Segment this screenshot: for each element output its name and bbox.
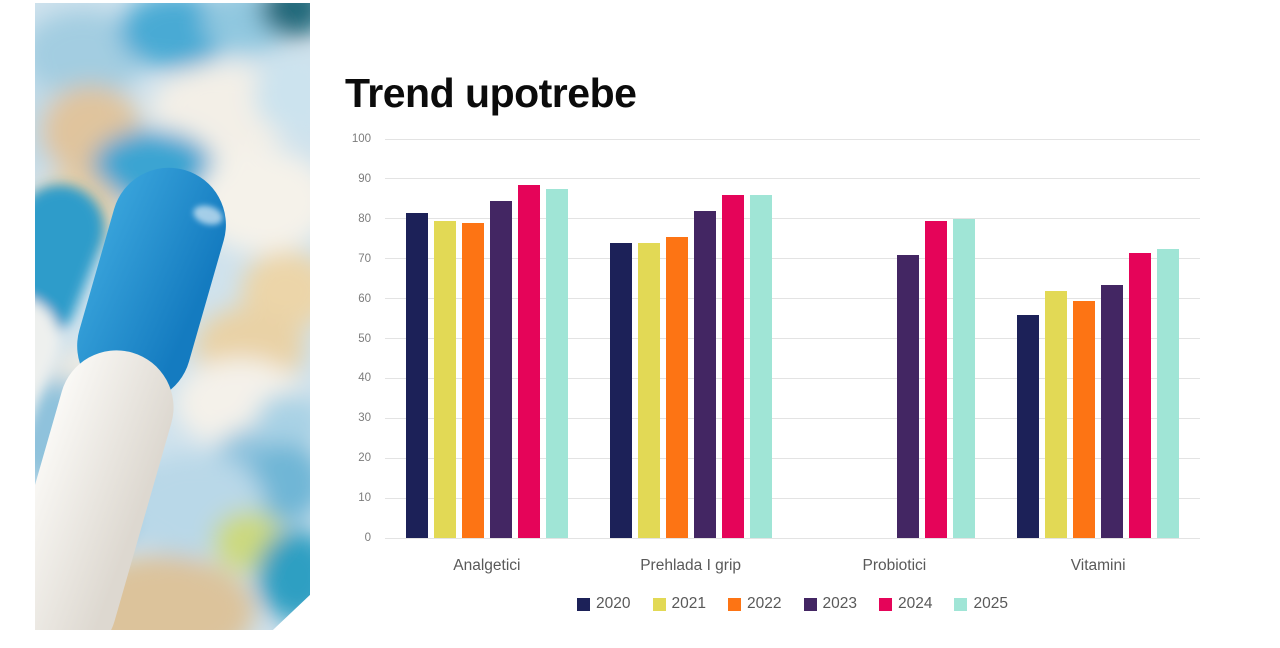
y-tick-label: 90 (358, 172, 371, 185)
legend-label: 2025 (973, 595, 1008, 612)
bar-2024-prehlada-i-grip (721, 194, 744, 538)
category-label: Probiotici (862, 557, 927, 574)
pills-photo (35, 3, 310, 630)
legend-item-2025: 2025 (954, 595, 1008, 613)
gridline-0 (385, 537, 1200, 539)
gridline-10 (385, 497, 1200, 499)
bar-chart: 0 10 20 30 40 50 60 70 80 90 100 Analgetici Prehlad… (352, 133, 1200, 613)
bar-2021-analgetici (433, 220, 456, 538)
bar-2023-analgetici (489, 200, 512, 538)
bar-2020-analgetici (405, 212, 428, 538)
bar-2025-prehlada-i-grip (749, 194, 772, 538)
legend-label: 2023 (822, 595, 857, 612)
y-tick-label: 80 (358, 212, 371, 225)
gridline-30 (385, 417, 1200, 419)
bar-2022-analgetici (461, 222, 484, 538)
plot-area: 0 10 20 30 40 50 60 70 80 90 100 (352, 133, 1200, 544)
bar-2021-prehlada-i-grip (637, 242, 660, 538)
legend-label: 2020 (596, 595, 631, 612)
y-tick-label: 60 (358, 292, 371, 305)
y-tick-label: 40 (358, 372, 371, 385)
category-label: Analgetici (453, 557, 521, 574)
category-axis: Analgetici Prehlada I grip Probiotici Vitam… (385, 557, 1200, 575)
legend-label: 2024 (897, 595, 933, 612)
legend-label: 2021 (671, 595, 707, 612)
legend-swatch-2020 (577, 597, 591, 611)
y-tick-label: 50 (358, 332, 371, 345)
bar-2025-vitamini (1157, 248, 1180, 538)
gridline-40 (385, 377, 1200, 379)
bar-group-vitamini (996, 139, 1200, 538)
legend-item-2020: 2020 (577, 595, 631, 613)
bar-2023-prehlada-i-grip (693, 210, 716, 538)
bar-2023-vitamini (1101, 284, 1124, 538)
gridline-50 (385, 338, 1200, 339)
bar-2023-probiotici (897, 254, 920, 538)
bar-group-prehlada-i-grip (589, 139, 793, 538)
legend-swatch-2023 (803, 597, 817, 611)
partial-capsule (35, 184, 105, 488)
y-tick-label: 30 (358, 412, 371, 425)
chart-legend: 2020 2021 2022 2023 2024 2025 (385, 595, 1200, 613)
gridline-70 (385, 258, 1200, 260)
y-tick-label: 20 (358, 452, 371, 465)
gridline-100 (385, 138, 1200, 140)
gridline-90 (385, 178, 1200, 180)
legend-swatch-2021 (652, 597, 666, 611)
bar-2022-vitamini (1073, 300, 1096, 538)
pills-photo-illustration (35, 3, 310, 630)
category-label: Vitamini (1070, 557, 1126, 574)
legend-label: 2022 (747, 595, 782, 612)
bar-2024-analgetici (517, 184, 540, 538)
legend-item-2021: 2021 (652, 595, 707, 613)
bar-2024-probiotici (925, 220, 948, 538)
legend-swatch-2024 (878, 597, 892, 611)
gridline-20 (385, 457, 1200, 459)
gridline-80 (385, 218, 1200, 220)
bar-groups (385, 139, 1200, 538)
y-tick-label: 70 (358, 252, 371, 265)
bar-2020-prehlada-i-grip (609, 242, 632, 538)
legend-swatch-2025 (954, 597, 968, 611)
bar-2022-prehlada-i-grip (665, 236, 688, 538)
bar-2020-vitamini (1017, 314, 1040, 538)
y-tick-label: 0 (364, 532, 371, 544)
legend-item-2023: 2023 (803, 595, 857, 613)
category-label: Prehlada I grip (640, 557, 742, 574)
bar-2025-analgetici (545, 188, 568, 538)
legend-item-2022: 2022 (728, 595, 782, 613)
legend-item-2024: 2024 (878, 595, 933, 613)
legend-swatch-2022 (728, 597, 742, 611)
bar-2024-vitamini (1129, 252, 1152, 538)
gridline-60 (385, 298, 1200, 300)
bar-group-analgetici (385, 139, 589, 538)
blue-white-capsule (35, 167, 226, 630)
bar-2021-vitamini (1045, 290, 1068, 538)
bar-2025-probiotici (953, 218, 976, 538)
bar-group-probiotici (793, 139, 997, 538)
y-tick-label: 100 (351, 133, 371, 145)
chart-title: Trend upotrebe (345, 70, 637, 116)
y-tick-label: 10 (358, 492, 371, 505)
